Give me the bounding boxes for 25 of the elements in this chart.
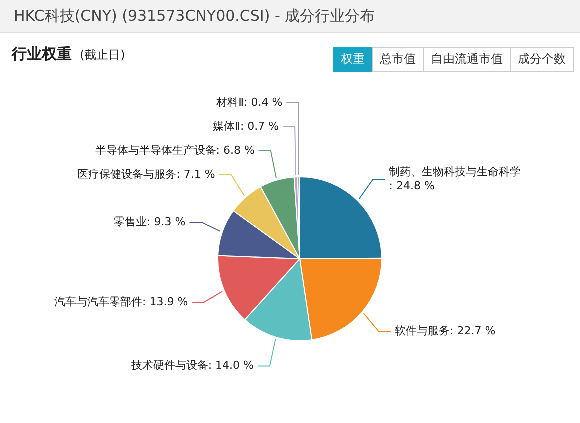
text: 总市值 (372, 47, 424, 72)
slice-label: 材料Ⅱ (216, 96, 244, 109)
data-label: : 9.3 % (147, 215, 186, 228)
slice-label: 媒体Ⅱ (213, 120, 240, 133)
data-label: : 7.1 % (176, 168, 216, 181)
slice-label: 技术硬件与设备 (130, 359, 208, 372)
data-label: : 0.7 % (240, 120, 280, 133)
slice-label: 汽车与汽车零部件 (54, 295, 143, 308)
slice-label: 软件与服务 (395, 324, 450, 338)
text: (截止日) (80, 48, 126, 62)
slice-label: 零售业 (114, 215, 148, 228)
chart-title: HKC科技(CNY) (931573CNY00.CSI) - 成分行业分布 (0, 0, 580, 33)
slice-label: 半导体与半导体生产设备 (95, 144, 216, 157)
slice-label: 制药、生物科技与生命科学 (389, 165, 522, 178)
data-label: : 24.8 % (389, 179, 435, 192)
data-label: : 6.8 % (216, 144, 255, 157)
chart-subtitle: 行业权重 (12, 45, 72, 63)
text: 自由流通市值 (423, 47, 511, 72)
text: 成分个数 (510, 47, 574, 72)
data-label: : 13.9 % (142, 295, 188, 308)
data-label: : 0.4 % (244, 96, 283, 109)
data-label: : 14.0 % (208, 359, 254, 372)
data-label: : 22.7 % (450, 324, 496, 338)
slice-label: 医疗保健设备与服务 (78, 168, 177, 181)
text: 权重 (333, 47, 373, 72)
